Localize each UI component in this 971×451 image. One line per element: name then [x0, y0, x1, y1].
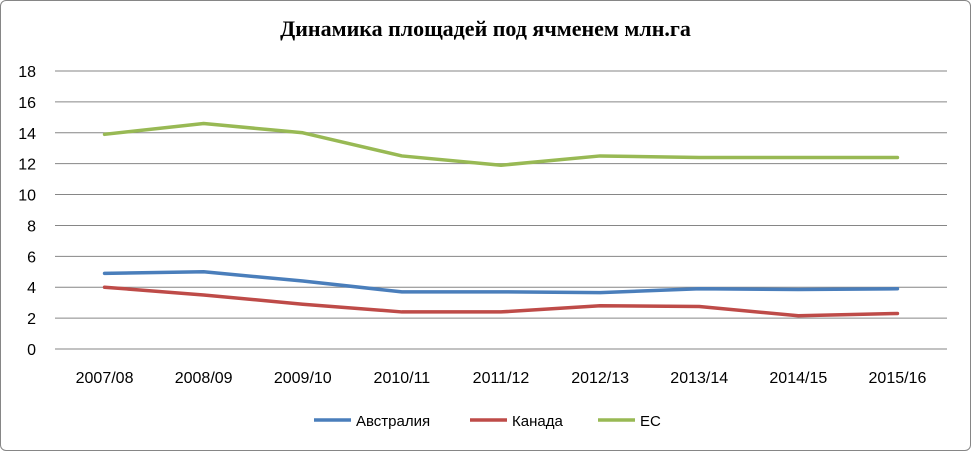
y-tick-label: 10: [18, 188, 36, 205]
x-tick-label: 2014/15: [769, 370, 827, 387]
y-tick-label: 12: [18, 157, 36, 174]
series-line: [102, 270, 900, 295]
y-tick-label: 6: [27, 249, 36, 266]
x-tick-label: 2007/08: [76, 370, 134, 387]
series-lines: [102, 121, 900, 318]
x-tick-label: 2010/11: [374, 370, 431, 387]
y-tick-label: 8: [27, 218, 36, 235]
x-tick-label: 2015/16: [869, 370, 927, 387]
x-tick-label: 2009/10: [274, 370, 332, 387]
legend-label: Канада: [512, 413, 563, 430]
grid-lines: [55, 70, 947, 319]
y-tick-label: 2: [27, 311, 36, 328]
chart-title: Динамика площадей под ячменем млн.га: [280, 16, 691, 41]
y-tick-label: 14: [18, 126, 36, 143]
x-tick-label: 2013/14: [670, 370, 728, 387]
legend-label: ЕС: [640, 413, 661, 430]
y-axis-ticks: 0 2 4 6 8 10 12 14 16 18: [18, 64, 36, 359]
y-tick-label: 16: [18, 95, 36, 112]
y-tick-label: 0: [27, 342, 36, 359]
x-tick-label: 2012/13: [571, 370, 629, 387]
y-tick-label: 18: [18, 64, 36, 81]
series-line: [102, 121, 900, 167]
x-tick-label: 2008/09: [175, 370, 233, 387]
legend-label: Австралия: [356, 413, 430, 430]
x-tick-label: 2011/12: [473, 370, 530, 387]
legend: Австралия Канада ЕС: [314, 413, 661, 430]
y-tick-label: 4: [27, 280, 36, 297]
x-axis-ticks: 2007/08 2008/09 2009/10 2010/11 2011/12 2012/…: [76, 370, 927, 387]
series-line: [102, 285, 900, 318]
